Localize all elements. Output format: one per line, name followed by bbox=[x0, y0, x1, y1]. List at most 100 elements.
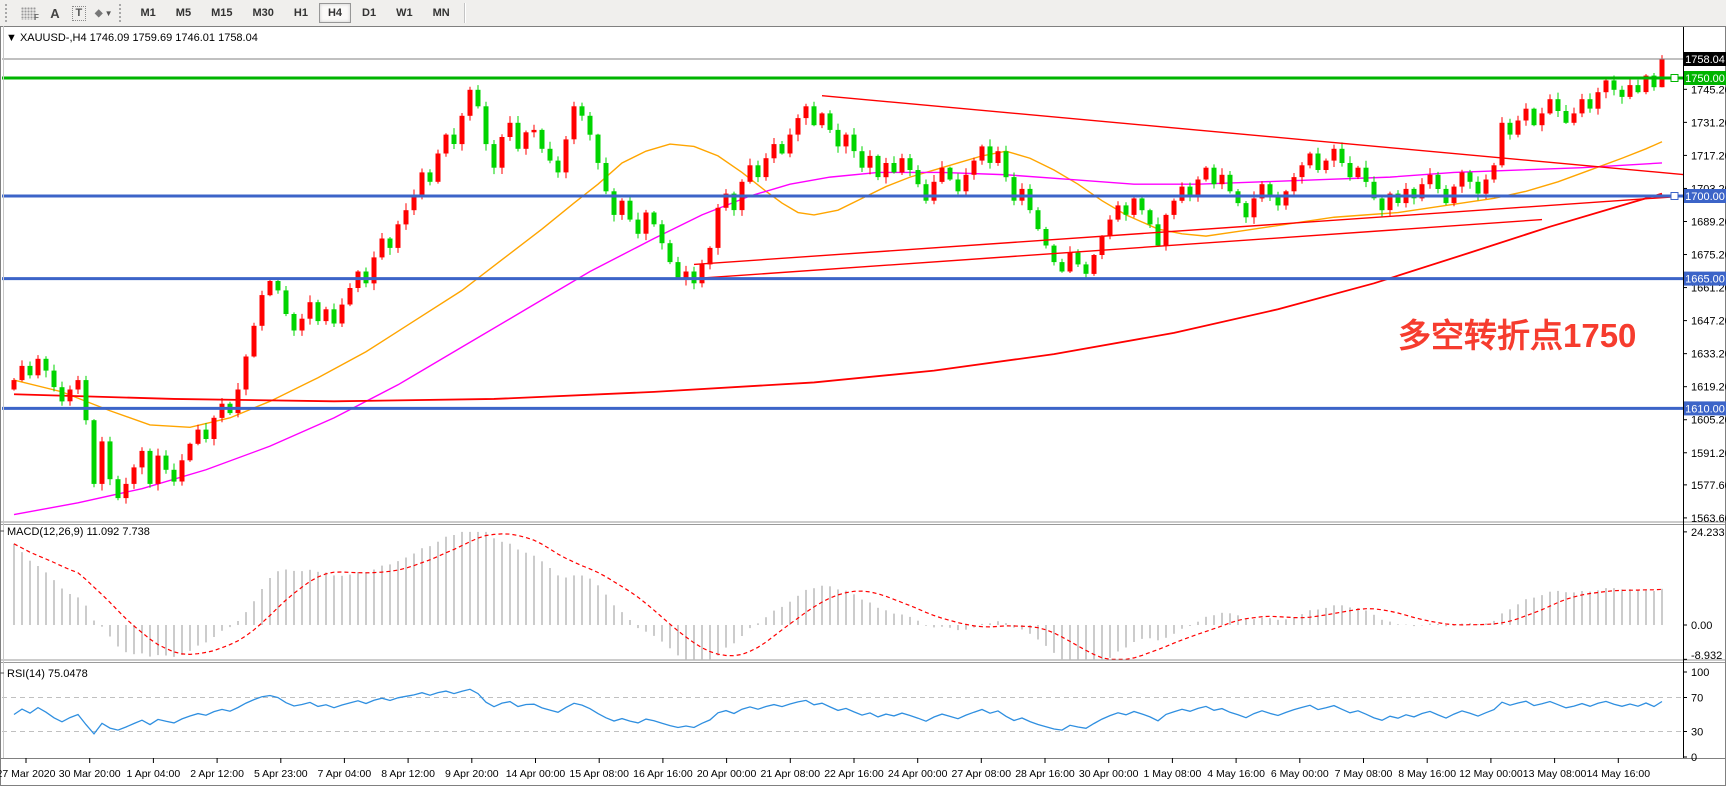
svg-text:1675.20: 1675.20 bbox=[1691, 250, 1726, 262]
text-label-icon: T bbox=[71, 5, 87, 21]
timeframe-button-w1[interactable]: W1 bbox=[387, 3, 422, 23]
date-label: 27 Apr 08:00 bbox=[952, 768, 1012, 780]
date-label: 14 Apr 00:00 bbox=[506, 768, 566, 780]
price-marker-box-1758.04 bbox=[1684, 52, 1726, 66]
rsi-line bbox=[13, 688, 1663, 735]
date-label: 4 May 16:00 bbox=[1207, 768, 1265, 780]
timeframe-button-h1[interactable]: H1 bbox=[285, 3, 317, 23]
date-label: 7 Apr 04:00 bbox=[318, 768, 372, 780]
svg-text:1591.20: 1591.20 bbox=[1691, 448, 1726, 460]
price-marker-box-1750.00 bbox=[1684, 71, 1726, 85]
styles-diamond-icon: ◆ bbox=[94, 7, 103, 19]
svg-text:1689.20: 1689.20 bbox=[1691, 217, 1726, 229]
ascending-trendline-upper[interactable] bbox=[693, 195, 1687, 266]
timeframe-toolbar-grip[interactable] bbox=[118, 4, 126, 22]
date-label: 14 May 16:00 bbox=[1586, 768, 1650, 780]
date-label: 15 Apr 08:00 bbox=[569, 768, 629, 780]
price-marker-box-1665.00 bbox=[1684, 271, 1726, 286]
date-label: 1 May 08:00 bbox=[1144, 768, 1202, 780]
date-label: 6 May 00:00 bbox=[1271, 768, 1329, 780]
svg-text:1633.20: 1633.20 bbox=[1691, 349, 1726, 361]
svg-text:1577.60: 1577.60 bbox=[1691, 480, 1726, 492]
date-label: 1 Apr 04:00 bbox=[127, 768, 181, 780]
symbol-ohlc-title: ▼ XAUUSD-,H4 1746.09 1759.69 1746.01 175… bbox=[6, 32, 258, 44]
price-marker-box-1610.00 bbox=[1684, 401, 1726, 416]
macd-label: MACD(12,26,9) 11.092 7.738 bbox=[7, 526, 150, 538]
svg-text:1745.20: 1745.20 bbox=[1691, 84, 1726, 96]
date-label: 22 Apr 16:00 bbox=[824, 768, 884, 780]
price-marker-boxes: 1758.04 1750.00 1700.00 1665.00 1610.00 bbox=[1684, 52, 1726, 416]
timeframe-toolbar: M1 M5 M15 M30 H1 H4 D1 W1 MN bbox=[131, 0, 460, 26]
svg-text:1758.04: 1758.04 bbox=[1685, 54, 1725, 66]
svg-text:1700.00: 1700.00 bbox=[1685, 191, 1725, 203]
date-axis[interactable]: 27 Mar 2020 30 Mar 20:00 1 Apr 04:00 2 Apr … bbox=[0, 758, 1650, 780]
ma-slow-red bbox=[13, 192, 1663, 403]
date-label: 30 Apr 00:00 bbox=[1079, 768, 1139, 780]
rsi-axis: 100 70 30 0 bbox=[0, 667, 1709, 764]
timeframe-button-m15[interactable]: M15 bbox=[202, 3, 241, 23]
date-label: 24 Apr 00:00 bbox=[888, 768, 948, 780]
ma-fast-orange bbox=[13, 141, 1663, 428]
date-label: 21 Apr 08:00 bbox=[761, 768, 821, 780]
svg-text:1750.00: 1750.00 bbox=[1685, 73, 1725, 85]
line-handle[interactable] bbox=[1670, 74, 1679, 82]
date-label: 8 Apr 12:00 bbox=[381, 768, 435, 780]
svg-text:1731.20: 1731.20 bbox=[1691, 117, 1726, 129]
date-label: 7 May 08:00 bbox=[1335, 768, 1393, 780]
timeframe-button-m30[interactable]: M30 bbox=[243, 3, 282, 23]
svg-text:0.00: 0.00 bbox=[1691, 620, 1712, 632]
trendlines[interactable] bbox=[693, 95, 1687, 280]
svg-text:1605.20: 1605.20 bbox=[1691, 415, 1726, 427]
svg-text:24.233: 24.233 bbox=[1691, 527, 1725, 539]
grid-properties-tool-button[interactable]: F bbox=[17, 3, 43, 24]
font-a-icon: A bbox=[50, 5, 60, 21]
date-label: 8 May 16:00 bbox=[1398, 768, 1456, 780]
svg-text:1619.20: 1619.20 bbox=[1691, 382, 1726, 394]
date-label: 12 May 00:00 bbox=[1459, 768, 1523, 780]
chart-canvas[interactable]: 多空转折点1750 ▼ XAUUSD-,H4 1746.09 1759.69 17… bbox=[0, 26, 1726, 786]
caret-down-icon: ▼ bbox=[104, 8, 113, 18]
ascending-trendline-lower[interactable] bbox=[693, 218, 1543, 280]
date-label: 2 Apr 12:00 bbox=[190, 768, 244, 780]
svg-text:100: 100 bbox=[1691, 667, 1709, 679]
date-label: 5 Apr 23:00 bbox=[254, 768, 308, 780]
grid-icon bbox=[21, 6, 36, 20]
macd-histogram bbox=[13, 531, 1663, 660]
date-label: 27 Mar 2020 bbox=[0, 768, 56, 780]
svg-text:1717.20: 1717.20 bbox=[1691, 150, 1726, 162]
svg-text:30: 30 bbox=[1691, 727, 1703, 739]
svg-text:1610.00: 1610.00 bbox=[1685, 403, 1725, 415]
timeframe-button-h4[interactable]: H4 bbox=[318, 3, 352, 23]
timeframe-button-m1[interactable]: M1 bbox=[132, 3, 165, 23]
timeframe-button-mn[interactable]: MN bbox=[424, 3, 459, 23]
price-level-lines[interactable] bbox=[2, 58, 1683, 410]
date-label: 13 May 08:00 bbox=[1523, 768, 1587, 780]
date-label: 28 Apr 16:00 bbox=[1015, 768, 1075, 780]
font-tool-button[interactable]: A bbox=[43, 3, 67, 24]
toolbar: F A T ◆ ▼ M1 M5 M15 M30 H1 H4 D1 W1 MN bbox=[0, 0, 1726, 26]
descending-trendline[interactable] bbox=[821, 95, 1687, 176]
macd-signal-line bbox=[13, 533, 1663, 660]
svg-text:0: 0 bbox=[1691, 752, 1697, 764]
svg-text:1563.60: 1563.60 bbox=[1691, 513, 1726, 525]
price-marker-box-1700.00 bbox=[1684, 189, 1726, 203]
rsi-label: RSI(14) 75.0478 bbox=[7, 668, 88, 680]
styles-dropdown-button[interactable]: ◆ ▼ bbox=[91, 3, 117, 24]
date-label: 20 Apr 00:00 bbox=[697, 768, 757, 780]
svg-text:70: 70 bbox=[1691, 693, 1703, 705]
text-label-tool-button[interactable]: T bbox=[67, 3, 91, 24]
annotation-text: 多空转折点1750 bbox=[1398, 317, 1636, 354]
timeframe-button-m5[interactable]: M5 bbox=[167, 3, 200, 23]
macd-axis: 24.233 0.00 -8.932 bbox=[0, 527, 1725, 662]
date-label: 16 Apr 16:00 bbox=[633, 768, 693, 780]
line-handle[interactable] bbox=[1670, 192, 1679, 200]
toolbar-grip[interactable] bbox=[5, 4, 12, 22]
grid-f-label: F bbox=[34, 12, 39, 22]
timeframe-button-d1[interactable]: D1 bbox=[353, 3, 385, 23]
svg-text:1647.20: 1647.20 bbox=[1691, 316, 1726, 328]
chart-window[interactable]: 多空转折点1750 ▼ XAUUSD-,H4 1746.09 1759.69 17… bbox=[0, 26, 1726, 786]
date-label: 9 Apr 20:00 bbox=[445, 768, 499, 780]
svg-text:-8.932: -8.932 bbox=[1691, 650, 1722, 662]
svg-text:1665.00: 1665.00 bbox=[1685, 274, 1725, 286]
